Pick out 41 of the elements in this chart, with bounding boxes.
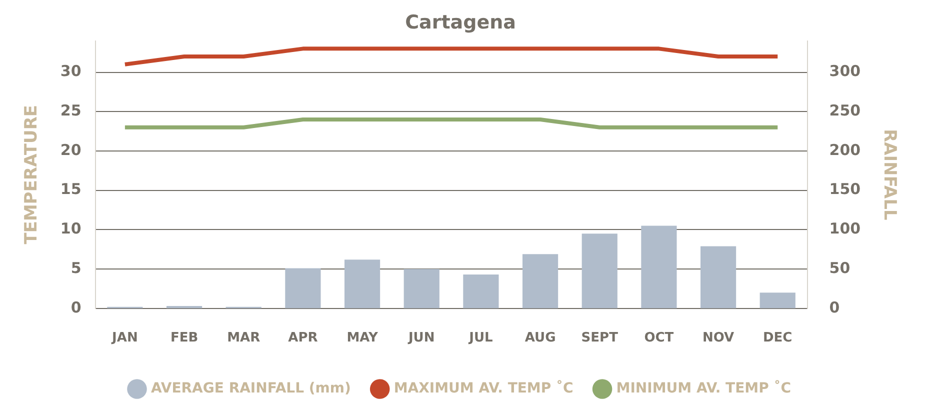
y2-tick-label: 150	[829, 180, 861, 198]
bar	[344, 260, 380, 308]
x-tick-label: JUN	[407, 330, 435, 346]
x-tick-label: APR	[288, 330, 318, 346]
bar	[582, 234, 618, 308]
legend-label: MINIMUM AV. TEMP ˚C	[616, 380, 792, 397]
x-tick-label: FEB	[170, 330, 198, 346]
y-tick-label: 10	[60, 220, 82, 238]
y-tick-label: 5	[70, 258, 82, 277]
y-tick-label: 0	[70, 298, 82, 316]
y-tick-label: 15	[60, 180, 82, 198]
y2-axis-title: RAINFALL	[879, 128, 900, 220]
bar	[285, 268, 321, 308]
chart-title: Cartagena	[405, 11, 516, 34]
bar	[463, 274, 499, 308]
x-tick-label: NOV	[702, 330, 734, 346]
legend-label: AVERAGE RAINFALL (mm)	[150, 380, 351, 397]
bar	[641, 226, 677, 308]
y-tick-label: 30	[60, 62, 82, 80]
x-tick-label: MAR	[227, 330, 260, 346]
x-tick-label: AUG	[524, 330, 556, 346]
x-tick-label: OCT	[644, 330, 674, 346]
y-axis-title: TEMPERATURE	[22, 104, 42, 244]
bar	[760, 292, 796, 308]
bar	[700, 246, 736, 308]
y2-tick-label: 250	[829, 102, 861, 120]
y2-tick-label: 300	[829, 62, 861, 80]
x-tick-label: DEC	[763, 330, 792, 346]
legend-label: MAXIMUM AV. TEMP ˚C	[394, 380, 574, 397]
x-tick-label: JAN	[111, 330, 138, 346]
y2-tick-label: 100	[829, 220, 861, 238]
y2-tick-label: 200	[829, 140, 861, 159]
y2-tick-label: 50	[829, 258, 850, 277]
x-tick-label: JUL	[468, 330, 493, 346]
y-tick-label: 20	[60, 140, 82, 159]
x-tick-label: MAY	[346, 330, 378, 346]
y2-tick-label: 0	[829, 298, 840, 316]
bar	[404, 269, 440, 308]
bar	[522, 254, 558, 308]
y-tick-label: 25	[60, 102, 82, 120]
x-tick-label: SEPT	[581, 330, 618, 346]
